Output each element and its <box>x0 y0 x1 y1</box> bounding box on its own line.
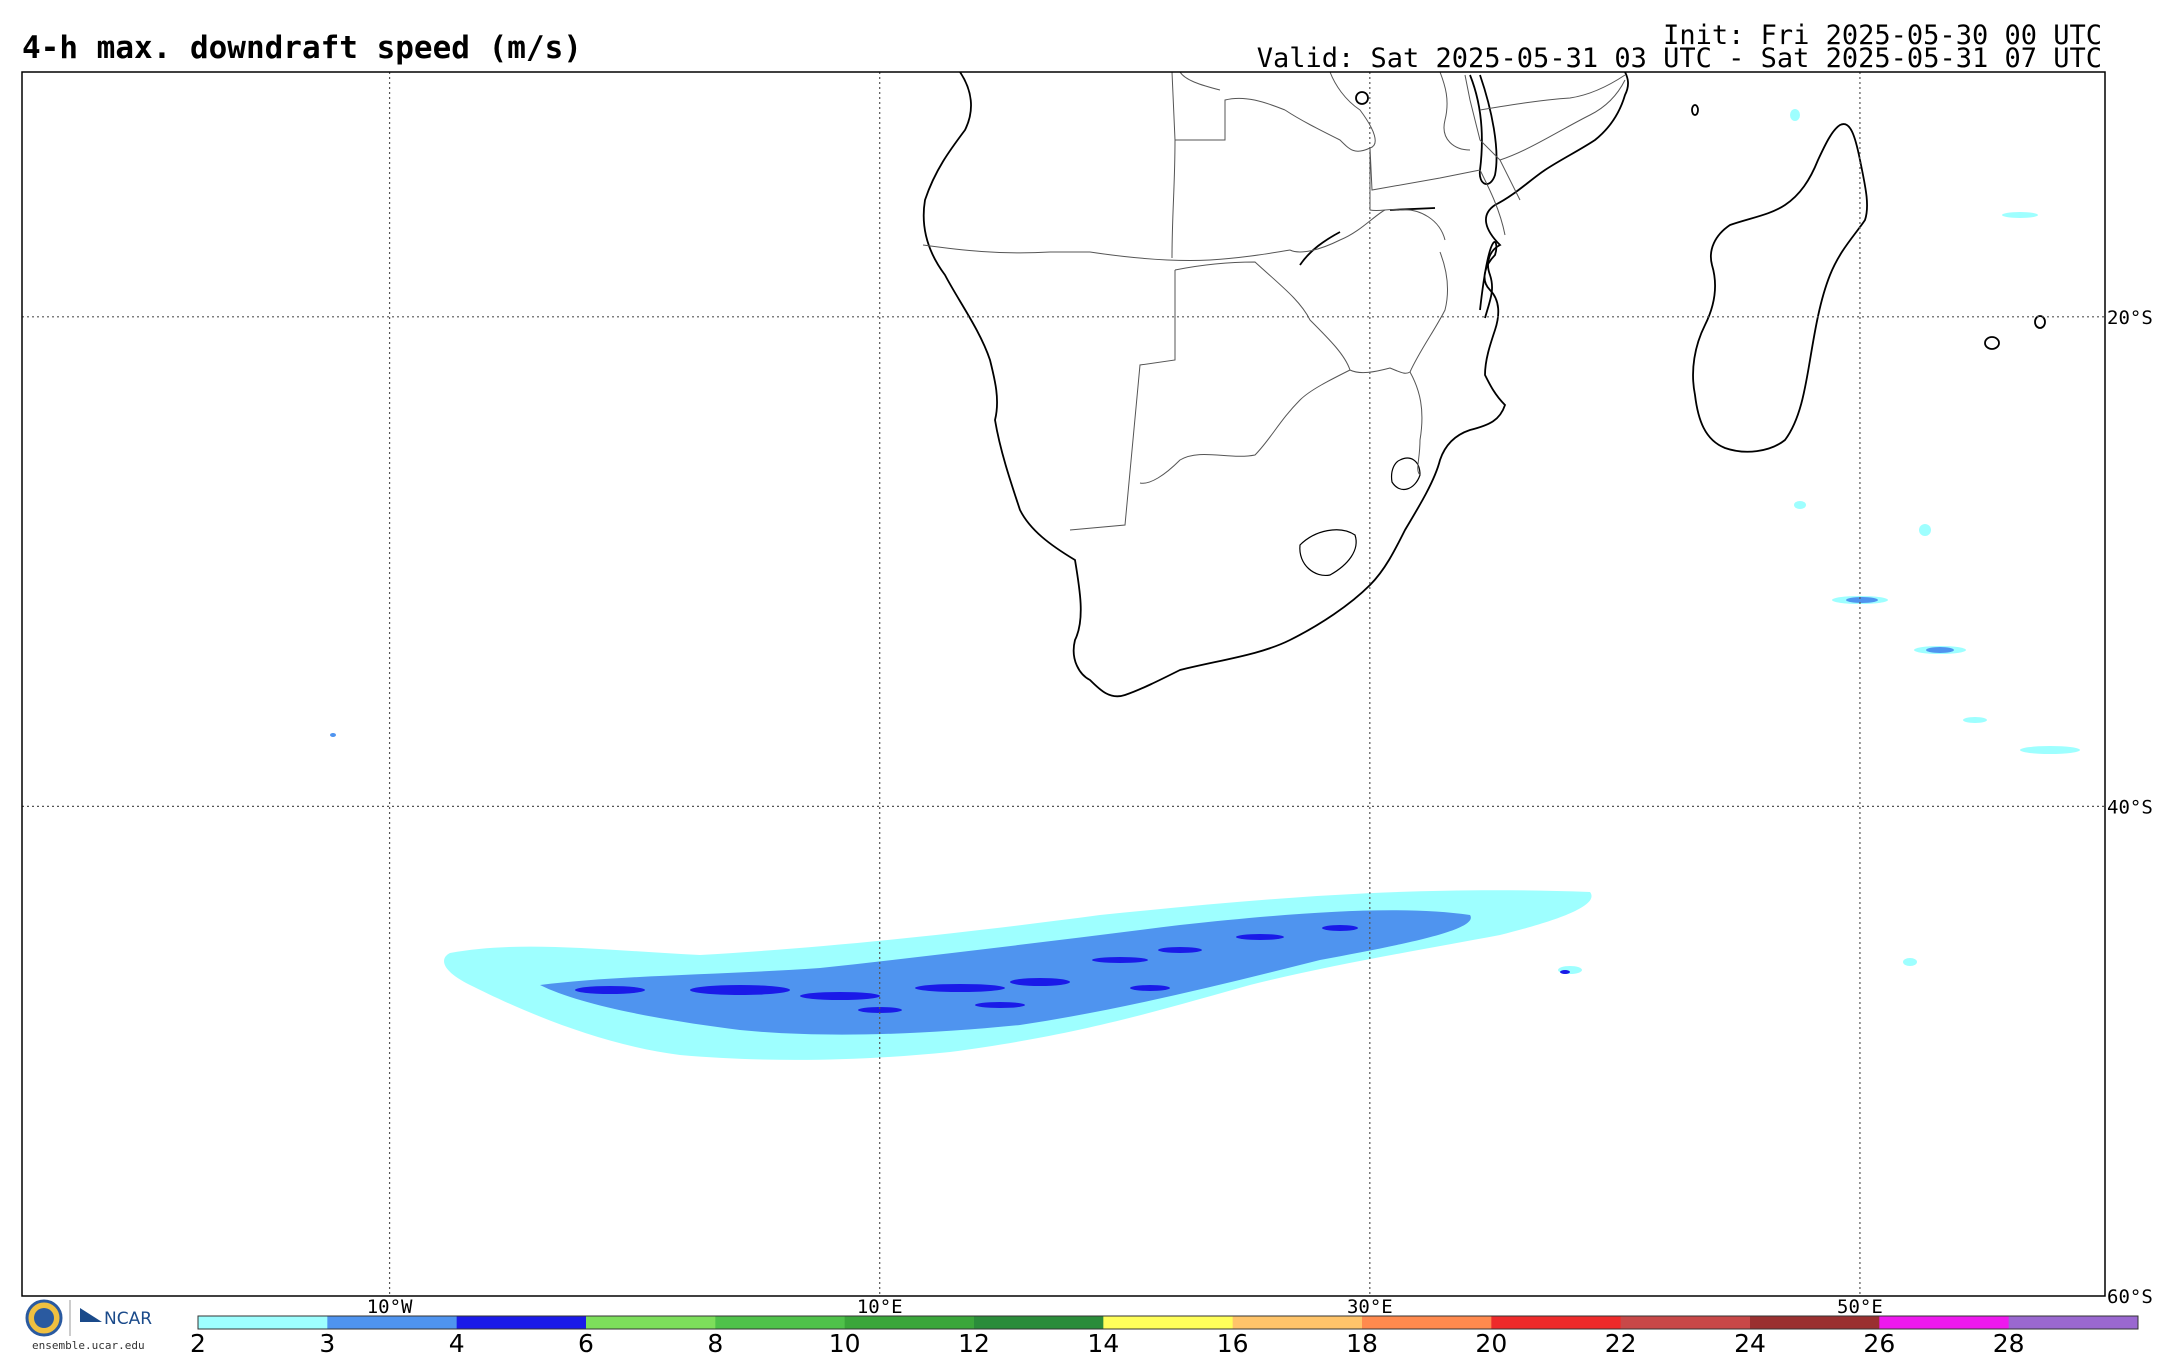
colorbar-tick-label: 18 <box>1346 1329 1378 1354</box>
lat-tick-labels: 20°S 40°S 60°S <box>2107 307 2153 1308</box>
init-time: Init: Fri 2025-05-30 00 UTC <box>1663 20 2102 51</box>
ucar-logo <box>25 1299 102 1337</box>
gridlines <box>22 72 2105 1296</box>
downdraft-shading <box>330 109 2080 1060</box>
colorbar-tick-label: 24 <box>1734 1329 1766 1354</box>
colorbar-swatch <box>844 1316 975 1329</box>
colorbar-tick-label: 16 <box>1217 1329 1249 1354</box>
colorbar-swatch <box>1750 1316 1880 1329</box>
eswatini <box>1390 457 1421 491</box>
lon-tick-label: 10°W <box>367 1296 413 1318</box>
lake-malawi <box>1469 74 1498 185</box>
reunion <box>1984 336 2000 350</box>
africa-east-coast <box>1484 72 1629 319</box>
lon-tick-label: 50°E <box>1837 1296 1883 1318</box>
colorbar-tick-label: 22 <box>1605 1329 1637 1354</box>
colorbar-swatch <box>1362 1316 1492 1329</box>
lat-tick-label: 60°S <box>2107 1286 2153 1308</box>
colorbar-swatch <box>456 1316 587 1329</box>
colorbar-tick-label: 28 <box>1993 1329 2025 1354</box>
colorbar-swatch <box>974 1316 1104 1329</box>
colorbar-swatch <box>327 1316 458 1329</box>
valid-time: Valid: Sat 2025-05-31 03 UTC - Sat 2025-… <box>1256 43 2102 74</box>
colorbar-swatch <box>715 1316 846 1329</box>
lat-tick-label: 20°S <box>2107 307 2153 329</box>
lon-tick-label: 10°E <box>857 1296 903 1318</box>
colorbar-tick-label: 26 <box>1863 1329 1895 1354</box>
coastlines <box>922 72 2046 698</box>
colorbar-swatch <box>586 1316 716 1329</box>
colorbar-tick-label: 12 <box>958 1329 990 1354</box>
country-borders <box>922 72 1626 531</box>
colorbar-tick-label: 3 <box>319 1329 335 1354</box>
footer-url: ensemble.ucar.edu <box>32 1339 145 1352</box>
map-frame <box>21 71 2106 1297</box>
scattered-patches <box>330 109 2080 974</box>
ncar-logo-text: NCAR <box>104 1309 153 1329</box>
madagascar <box>1692 123 1868 453</box>
lon-tick-label: 30°E <box>1347 1296 1393 1318</box>
colorbar-tick-label: 8 <box>707 1329 723 1354</box>
colorbar-tick-label: 6 <box>578 1329 594 1354</box>
colorbar-frame <box>197 1315 2139 1330</box>
colorbar-tick-label: 14 <box>1087 1329 1119 1354</box>
colorbar-tick-label: 20 <box>1475 1329 1507 1354</box>
colorbar-tick-label: 10 <box>829 1329 861 1354</box>
colorbar-swatch <box>198 1316 328 1329</box>
map-title: 4-h max. downdraft speed (m/s) <box>22 30 582 66</box>
africa-coast <box>922 72 1507 698</box>
colorbar-swatch <box>1232 1316 1363 1329</box>
colorbar: 2 3 4 6 8 10 12 14 16 18 20 22 24 26 28 <box>190 1315 2139 1354</box>
colorbar-swatch <box>1491 1316 1622 1329</box>
colorbar-tick-label: 2 <box>190 1329 206 1354</box>
band-middle <box>540 910 1471 1035</box>
mauritius <box>2034 315 2046 329</box>
comoros <box>1691 104 1699 116</box>
colorbar-swatch <box>2008 1316 2139 1329</box>
band-inner <box>575 925 1358 1013</box>
colorbar-swatch <box>1620 1316 1751 1329</box>
lon-tick-labels: 10°W 10°E 30°E 50°E <box>367 1296 1883 1318</box>
colorbar-swatch <box>1879 1316 2010 1329</box>
colorbar-tick-label: 4 <box>449 1329 465 1354</box>
lesotho <box>1299 529 1357 576</box>
lake-victoria-bit <box>1355 91 1369 105</box>
lake-kariba <box>1299 231 1341 266</box>
lat-tick-label: 40°S <box>2107 796 2153 818</box>
colorbar-swatch <box>1103 1316 1234 1329</box>
